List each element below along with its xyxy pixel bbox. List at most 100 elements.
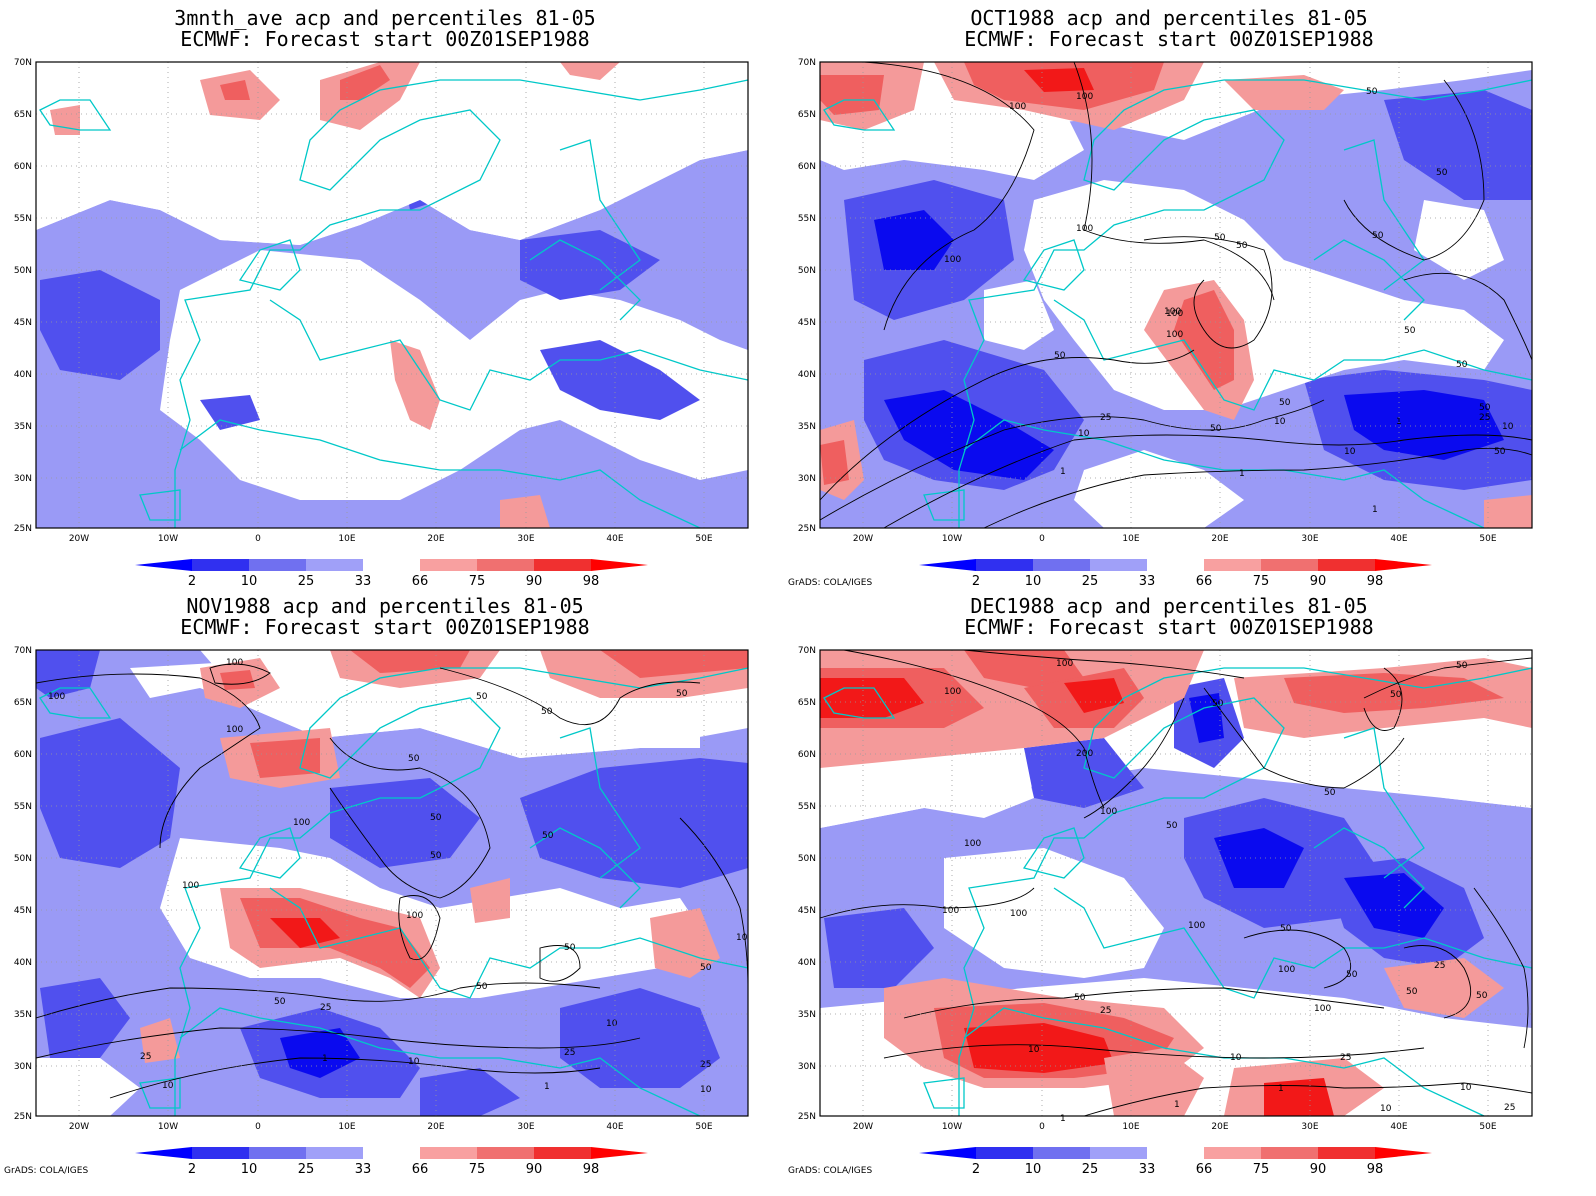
latitude-labels: 70N 65N 60N 55N 50N 45N 40N 35N 30N 25N [798, 646, 816, 1122]
svg-text:10: 10 [1460, 1083, 1472, 1093]
svg-text:100: 100 [942, 906, 959, 916]
longitude-labels: 20W 10W 0 10E 20E 30E 40E 50E [69, 1122, 713, 1132]
map-panel-oct1988: OCT1988 acp and percentiles 81-05 ECMWF:… [784, 0, 1554, 590]
svg-text:40N: 40N [14, 370, 32, 380]
svg-text:50: 50 [541, 707, 553, 717]
svg-text:10E: 10E [338, 1122, 355, 1132]
svg-text:0: 0 [1039, 1122, 1045, 1132]
svg-text:50E: 50E [1479, 1122, 1496, 1132]
svg-text:40E: 40E [1390, 534, 1407, 544]
svg-text:1: 1 [1278, 1084, 1284, 1094]
svg-text:10W: 10W [942, 534, 962, 544]
svg-text:10E: 10E [1122, 1122, 1139, 1132]
map-frame [35, 649, 749, 1117]
svg-text:100: 100 [48, 692, 65, 702]
panel-title-line2: ECMWF: Forecast start 00Z01SEP1988 [180, 27, 590, 51]
svg-text:55N: 55N [14, 214, 32, 224]
svg-text:45N: 45N [798, 318, 816, 328]
svg-text:60N: 60N [798, 750, 816, 760]
svg-text:90: 90 [1310, 574, 1327, 589]
svg-text:30E: 30E [517, 1122, 534, 1132]
svg-text:10W: 10W [158, 1122, 178, 1132]
svg-text:50: 50 [564, 943, 576, 953]
svg-text:100: 100 [1166, 309, 1183, 319]
svg-text:40N: 40N [798, 958, 816, 968]
coastlines [823, 79, 1533, 529]
svg-text:10: 10 [1028, 1045, 1040, 1055]
svg-text:20E: 20E [1211, 534, 1228, 544]
svg-text:25N: 25N [14, 1112, 32, 1122]
svg-text:25: 25 [320, 1003, 331, 1013]
svg-text:25: 25 [564, 1048, 575, 1058]
panel-title-line1: OCT1988 acp and percentiles 81-05 [970, 6, 1368, 30]
panel-title-line1: 3mnth_ave acp and percentiles 81-05 [174, 6, 596, 30]
map-panel-3month: 3mnth_ave acp and percentiles 81-05 ECMW… [0, 0, 770, 590]
svg-text:65N: 65N [14, 110, 32, 120]
svg-text:100: 100 [1164, 307, 1181, 317]
svg-text:66: 66 [1196, 574, 1213, 589]
panel-title-line2: ECMWF: Forecast start 00Z01SEP1988 [964, 615, 1374, 639]
longitude-labels: 20W 10W 0 10E 20E 30E 40E 50E [853, 534, 1497, 544]
svg-text:25N: 25N [798, 524, 816, 534]
svg-text:25N: 25N [14, 524, 32, 534]
map-panel-nov1988: NOV1988 acp and percentiles 81-05 ECMWF:… [0, 588, 770, 1178]
svg-text:30E: 30E [517, 534, 534, 544]
svg-text:30N: 30N [798, 474, 816, 484]
svg-text:50: 50 [430, 813, 442, 823]
svg-text:10E: 10E [1122, 534, 1139, 544]
coastlines [39, 667, 749, 1117]
svg-text:65N: 65N [798, 110, 816, 120]
map-frame [35, 61, 749, 529]
svg-text:100: 100 [1166, 330, 1183, 340]
shading [820, 62, 1532, 528]
contours [35, 663, 749, 1099]
contour-labels: 100 100 100 50 100 50 50 100 50 50 50 10… [944, 87, 1514, 515]
panel-title-line1: NOV1988 acp and percentiles 81-05 [186, 594, 584, 618]
svg-text:98: 98 [583, 1162, 600, 1177]
svg-text:10E: 10E [338, 534, 355, 544]
svg-text:35N: 35N [14, 422, 32, 432]
svg-text:70N: 70N [798, 58, 816, 68]
svg-text:2: 2 [188, 1162, 196, 1177]
svg-text:55N: 55N [14, 802, 32, 812]
svg-text:25: 25 [140, 1052, 151, 1062]
svg-text:100: 100 [293, 818, 310, 828]
svg-text:60N: 60N [14, 750, 32, 760]
svg-text:50: 50 [676, 689, 688, 699]
svg-text:50: 50 [274, 997, 286, 1007]
svg-text:100: 100 [226, 658, 243, 668]
shading [36, 62, 748, 528]
svg-text:10: 10 [1344, 447, 1356, 457]
svg-text:25: 25 [1504, 1103, 1515, 1113]
contours [819, 61, 1533, 529]
svg-text:10: 10 [1502, 422, 1514, 432]
svg-text:50: 50 [1436, 168, 1448, 178]
svg-text:1: 1 [1174, 1100, 1180, 1110]
svg-text:50: 50 [1074, 993, 1086, 1003]
svg-text:50N: 50N [14, 266, 32, 276]
svg-text:25: 25 [1100, 1006, 1111, 1016]
svg-text:50: 50 [1456, 661, 1468, 671]
svg-text:45N: 45N [798, 906, 816, 916]
svg-text:10: 10 [606, 1019, 618, 1029]
svg-text:50: 50 [1390, 690, 1402, 700]
map-frame [819, 61, 1533, 529]
svg-text:20E: 20E [427, 1122, 444, 1132]
svg-text:25: 25 [1340, 1053, 1351, 1063]
svg-text:100: 100 [1278, 965, 1295, 975]
svg-text:20W: 20W [853, 534, 873, 544]
svg-text:25: 25 [298, 574, 315, 589]
svg-text:1: 1 [1239, 469, 1245, 479]
svg-text:90: 90 [526, 1162, 543, 1177]
colorbar: 2 10 25 33 66 75 90 98 [135, 1147, 648, 1177]
svg-text:25: 25 [1082, 574, 1099, 589]
svg-text:100: 100 [1076, 92, 1093, 102]
svg-text:45N: 45N [14, 318, 32, 328]
svg-text:50: 50 [1372, 231, 1384, 241]
svg-text:50: 50 [476, 982, 488, 992]
svg-text:100: 100 [944, 687, 961, 697]
svg-text:30E: 30E [1301, 1122, 1318, 1132]
lat-lon-grid [820, 62, 1532, 528]
svg-text:2: 2 [972, 1162, 980, 1177]
svg-text:30N: 30N [14, 1062, 32, 1072]
